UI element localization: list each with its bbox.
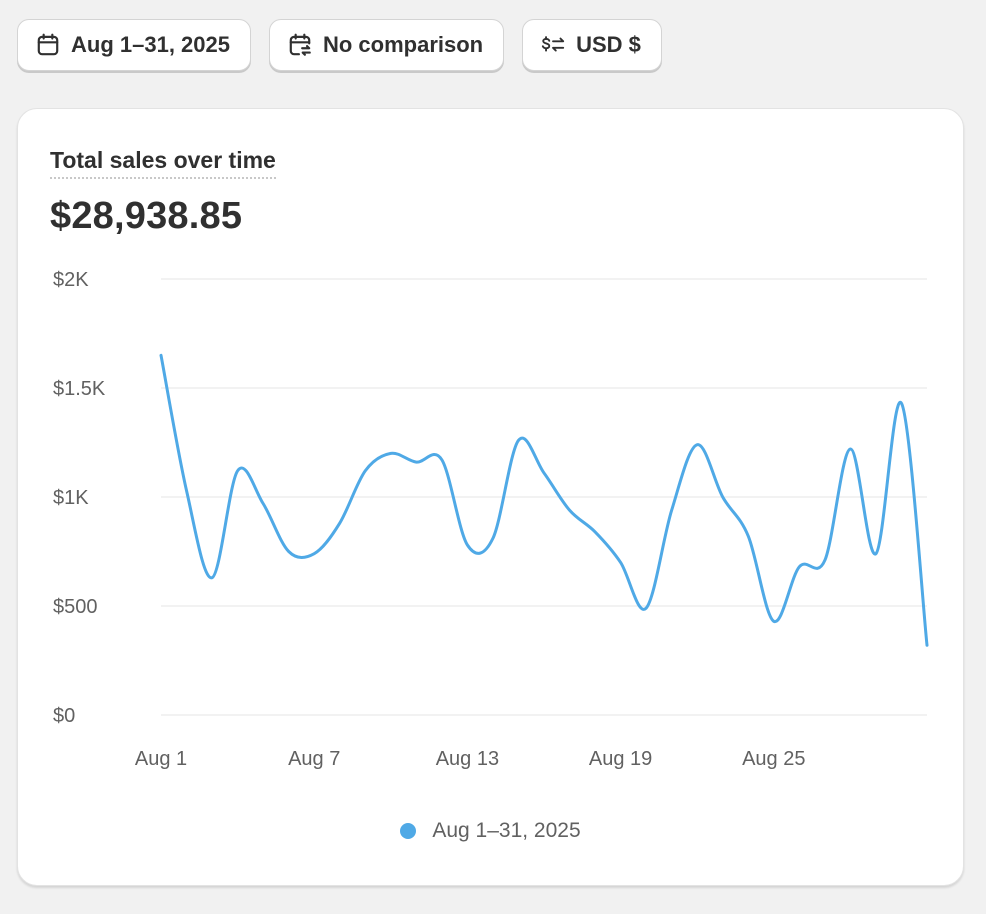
data-point[interactable] — [514, 436, 522, 444]
data-point[interactable] — [719, 493, 727, 501]
calendar-icon — [35, 32, 61, 58]
total-sales-value: $28,938.85 — [50, 195, 243, 237]
date-range-label: Aug 1–31, 2025 — [71, 32, 230, 57]
data-point[interactable] — [872, 550, 880, 558]
data-point[interactable] — [361, 467, 369, 475]
y-tick-label: $0 — [53, 705, 75, 727]
x-tick-label: Aug 13 — [436, 748, 499, 770]
y-tick-label: $1.5K — [53, 378, 106, 400]
data-point[interactable] — [183, 486, 191, 494]
x-tick-label: Aug 19 — [589, 748, 652, 770]
data-point[interactable] — [821, 556, 829, 564]
sales-line-chart: $0 $500 $1K $1.5K $2K Aug 1 Aug 7 Aug 13 Aug 19 A… — [53, 269, 931, 770]
series-line — [159, 353, 929, 647]
data-point[interactable] — [234, 467, 242, 475]
data-point[interactable] — [208, 574, 216, 582]
data-point[interactable] — [744, 532, 752, 540]
data-point[interactable] — [463, 541, 471, 549]
data-point[interactable] — [923, 641, 931, 649]
sales-chart-card: Total sales over time $28,938.85 $0 $500 $… — [17, 108, 964, 886]
calendar-compare-icon — [287, 32, 313, 58]
y-tick-label: $1K — [53, 487, 89, 509]
data-point[interactable] — [693, 441, 701, 449]
currency-label: USD $ — [576, 32, 641, 57]
x-tick-label: Aug 25 — [742, 748, 805, 770]
data-point[interactable] — [412, 458, 420, 466]
data-point[interactable] — [540, 469, 548, 477]
data-point[interactable] — [336, 519, 344, 527]
data-point[interactable] — [668, 506, 676, 514]
legend-label[interactable]: Aug 1–31, 2025 — [432, 819, 581, 842]
data-point[interactable] — [591, 528, 599, 536]
data-point[interactable] — [489, 534, 497, 542]
data-point[interactable] — [438, 456, 446, 464]
x-tick-label: Aug 1 — [135, 748, 187, 770]
data-point[interactable] — [795, 563, 803, 571]
data-point[interactable] — [285, 548, 293, 556]
comparison-label: No comparison — [322, 32, 484, 57]
x-tick-label: Aug 7 — [288, 748, 340, 770]
chart-title[interactable]: Total sales over time — [50, 147, 276, 179]
data-point[interactable] — [642, 604, 650, 612]
currency-button[interactable]: USD $ — [522, 19, 662, 71]
y-tick-label: $500 — [53, 596, 98, 618]
legend-dot-icon — [400, 823, 417, 839]
comparison-button[interactable]: No comparison — [268, 19, 505, 71]
date-range-button[interactable]: Aug 1–31, 2025 — [17, 19, 251, 71]
data-point[interactable] — [770, 617, 778, 625]
data-point[interactable] — [310, 550, 318, 558]
currency-exchange-icon — [540, 32, 566, 58]
data-point[interactable] — [846, 445, 854, 453]
data-point[interactable] — [566, 506, 574, 514]
filter-toolbar: Aug 1–31, 2025 No comparison USD — [17, 19, 662, 71]
y-tick-label: $2K — [53, 269, 89, 291]
data-point[interactable] — [157, 351, 165, 359]
data-point[interactable] — [617, 558, 625, 566]
data-point[interactable] — [387, 449, 395, 457]
chart-legend: Aug 1–31, 2025 — [18, 819, 963, 843]
data-point[interactable] — [897, 399, 905, 407]
data-point[interactable] — [259, 500, 267, 508]
